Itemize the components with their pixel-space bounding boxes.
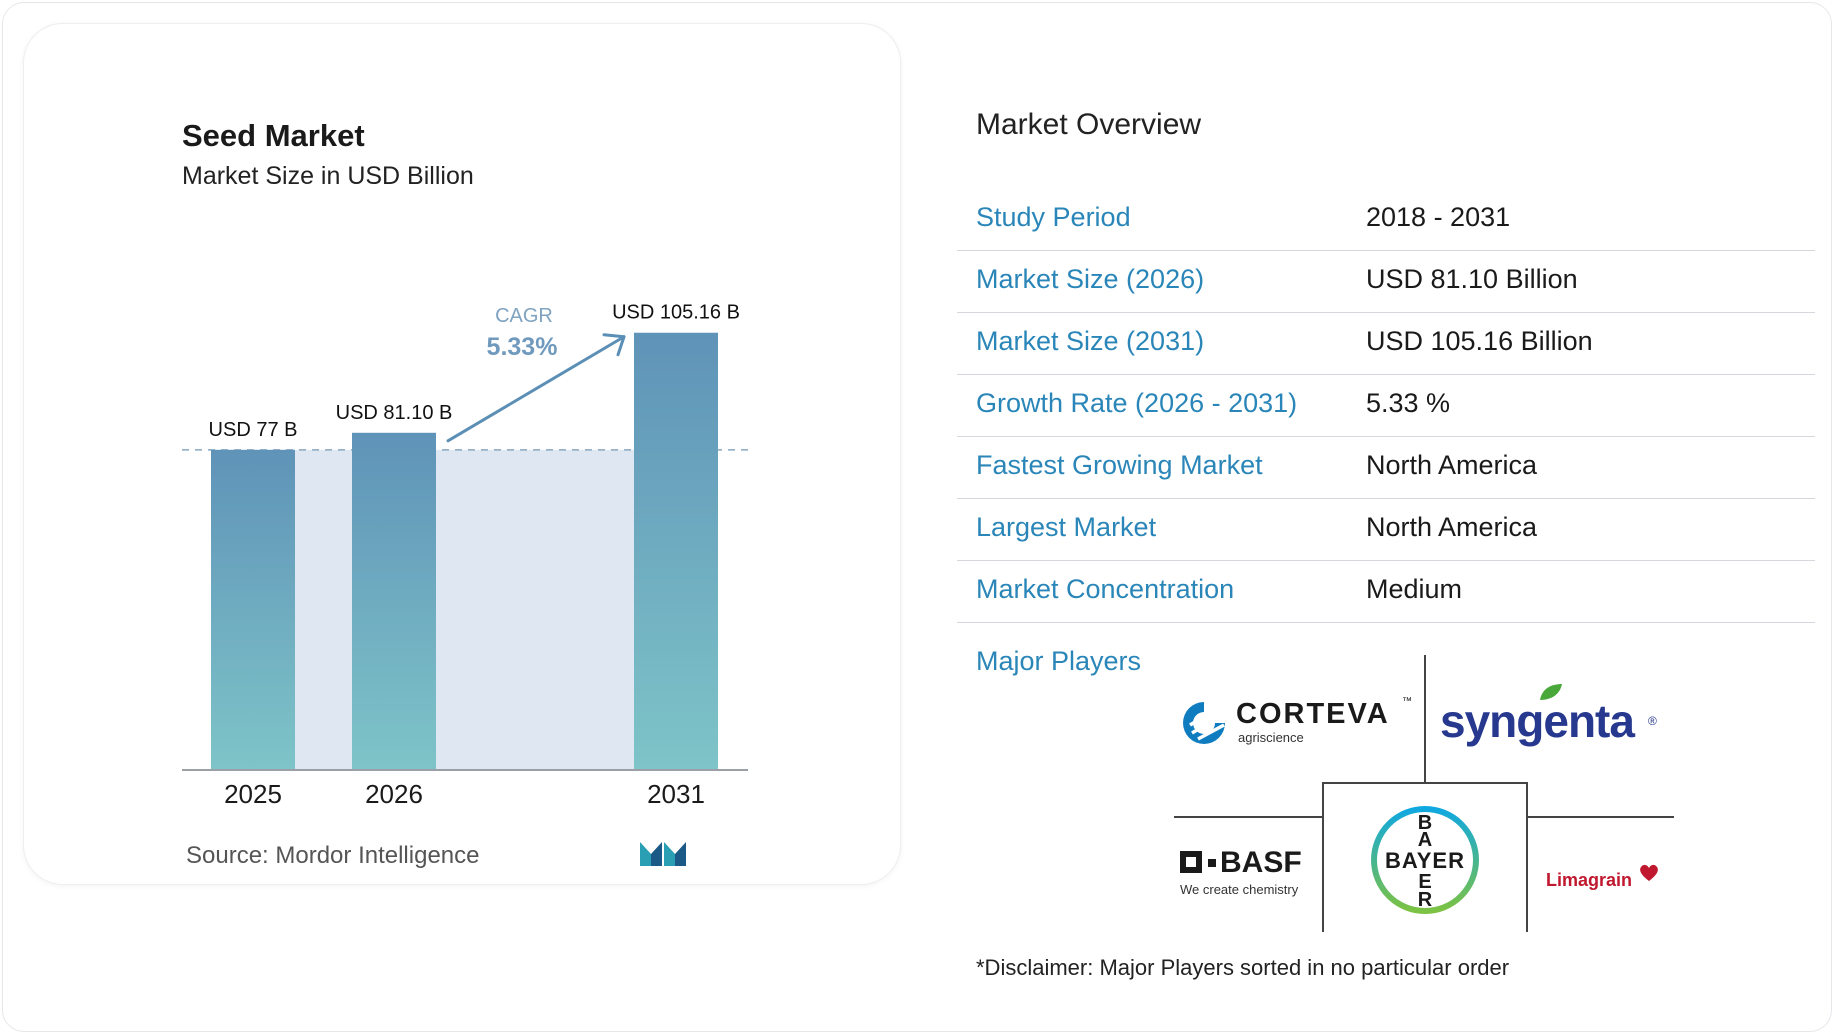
bar-2031: [634, 332, 718, 770]
overview-row-value: North America: [1366, 450, 1538, 480]
overview-row: Market Size (2026) USD 81.10 Billion: [957, 250, 1815, 313]
basf-inner-square-icon: [1186, 857, 1196, 867]
overview-row: Market Concentration Medium: [957, 560, 1815, 623]
overview-row-label: Market Concentration: [976, 574, 1235, 604]
overview-row: Growth Rate (2026 - 2031) 5.33 %: [957, 374, 1815, 437]
grid-divider: [1174, 816, 1322, 818]
limagrain-logo: Limagrain: [1546, 860, 1666, 900]
baseline-band: [211, 449, 718, 770]
svg-text:B: B: [1418, 812, 1432, 834]
overview-row-label: Market Size (2026): [976, 264, 1205, 294]
svg-text:E: E: [1418, 871, 1431, 893]
overview-row: Fastest Growing Market North America: [957, 436, 1815, 499]
grid-divider: [1526, 782, 1528, 932]
mordor-intelligence-logo-icon: [640, 842, 686, 866]
grid-divider: [1322, 782, 1528, 784]
major-players-label: Major Players: [976, 646, 1142, 676]
overview-row-value: 5.33 %: [1366, 388, 1451, 418]
basf-wordmark: BASF: [1220, 846, 1302, 879]
overview-row: Market Size (2031) USD 105.16 Billion: [957, 312, 1815, 375]
svg-text:R: R: [1418, 889, 1433, 911]
overview-row-label: Growth Rate (2026 - 2031): [976, 388, 1298, 418]
bar-2026: [352, 432, 436, 770]
grid-divider: [1424, 655, 1426, 783]
bar-value-label: USD 105.16 B: [612, 302, 740, 324]
syngenta-logo: syngenta ®: [1440, 680, 1660, 750]
corteva-logo: CORTEVA ™ agriscience: [1180, 694, 1412, 754]
syngenta-wordmark: syngenta: [1440, 695, 1635, 747]
overview-row-label: Study Period: [976, 202, 1131, 232]
overview-row-label: Market Size (2031): [976, 326, 1205, 356]
cagr-label: CAGR: [495, 305, 553, 327]
overview-row-value: USD 81.10 Billion: [1366, 264, 1578, 294]
basf-logo: BASF We create chemistry: [1180, 846, 1320, 906]
grid-divider: [1528, 816, 1674, 818]
bayer-ring: [1371, 806, 1479, 914]
cagr-value: 5.33%: [487, 333, 558, 361]
x-tick-label: 2025: [224, 779, 282, 809]
corteva-mark-icon: [1183, 702, 1225, 744]
x-tick-label: 2026: [365, 779, 423, 809]
basf-tagline: We create chemistry: [1180, 882, 1299, 897]
bayer-horizontal-text: BAYER: [1385, 848, 1465, 873]
source-text: Source: Mordor Intelligence: [186, 842, 480, 869]
x-tick-label: 2031: [647, 779, 705, 809]
cagr-arrow-line: [446, 335, 626, 443]
syngenta-reg: ®: [1648, 714, 1657, 728]
chart-subtitle: Market Size in USD Billion: [182, 162, 474, 190]
basf-dot-icon: [1208, 859, 1216, 867]
limagrain-heart-icon: [1640, 864, 1658, 881]
chart-title: Seed Market: [182, 118, 365, 153]
overview-row-value: Medium: [1366, 574, 1463, 604]
overview-row-label: Largest Market: [976, 512, 1157, 542]
overview-row-value: USD 105.16 Billion: [1366, 326, 1593, 356]
overview-row: Largest Market North America: [957, 498, 1815, 561]
corteva-wordmark: CORTEVA: [1236, 698, 1390, 730]
overview-title: Market Overview: [976, 108, 1202, 141]
overview-row-label: Fastest Growing Market: [976, 450, 1263, 480]
bayer-vertical-letters: B A E R: [1418, 812, 1433, 911]
overview-row: Study Period 2018 - 2031: [957, 188, 1815, 251]
cagr-arrow-head-icon: [602, 333, 626, 357]
svg-text:A: A: [1418, 829, 1432, 851]
disclaimer-text: *Disclaimer: Major Players sorted in no …: [976, 955, 1510, 980]
overview-row-value: 2018 - 2031: [1366, 202, 1511, 232]
syngenta-leaf-icon: [1540, 684, 1562, 700]
corteva-tm: ™: [1402, 696, 1412, 707]
overview-row-value: North America: [1366, 512, 1538, 542]
corteva-tagline: agriscience: [1238, 730, 1304, 745]
bar-value-label: USD 81.10 B: [336, 402, 453, 424]
bar-chart: USD 77 B 2025 USD 81.10 B 2026 USD 105.16 B 2…: [182, 302, 748, 809]
bayer-logo: BAYER B A E R: [1371, 806, 1479, 914]
bar-value-label: USD 77 B: [209, 419, 298, 441]
limagrain-wordmark: Limagrain: [1546, 870, 1633, 890]
grid-divider: [1322, 782, 1324, 932]
bar-2025: [211, 449, 295, 770]
